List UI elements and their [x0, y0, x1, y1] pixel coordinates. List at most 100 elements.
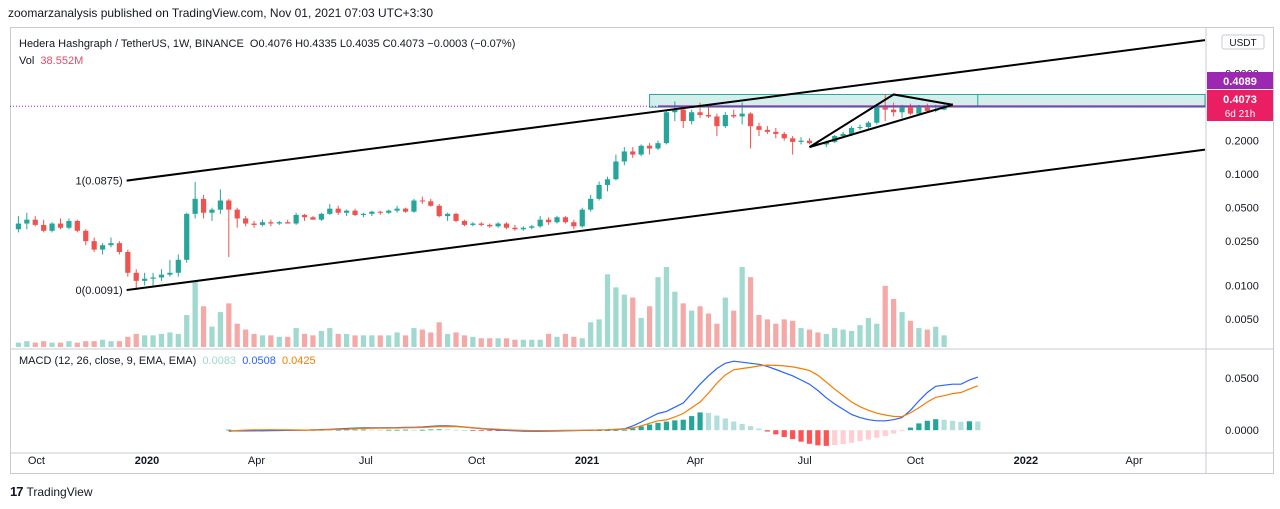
volume-bar — [83, 341, 89, 347]
volume-bar — [15, 342, 22, 347]
volume-bar — [756, 315, 762, 347]
candle-body — [503, 223, 510, 228]
macd-histogram-bar — [865, 430, 871, 440]
macd-hist-value: 0.0083 — [202, 355, 237, 367]
candle-body — [310, 217, 316, 220]
macd-legend[interactable]: MACD (12, 26, close, 9, EMA, EMA) 0.0083… — [19, 355, 316, 367]
price-tick-label: 0.0250 — [1225, 236, 1259, 248]
macd-histogram-bar — [857, 430, 863, 442]
macd-layer — [226, 360, 981, 446]
triangle-pattern — [808, 93, 953, 149]
candle-body — [478, 223, 484, 225]
macd-histogram-bar — [840, 430, 846, 444]
candle-body — [209, 209, 215, 213]
candle-body — [790, 138, 796, 142]
macd-histogram-bar — [402, 429, 409, 431]
volume-bar — [941, 335, 947, 347]
volume-bar — [276, 336, 282, 347]
macd-histogram-bar — [360, 429, 367, 431]
volume-bar — [108, 341, 114, 347]
volume-bar — [714, 323, 720, 347]
candle-body — [512, 227, 518, 230]
macd-histogram-bar — [621, 429, 627, 431]
candle-body — [377, 211, 383, 213]
level-price-text: 0.4089 — [1223, 76, 1257, 88]
volume-bar — [571, 336, 577, 347]
macd-histogram-bar — [226, 429, 232, 431]
volume-bar — [487, 338, 493, 347]
candle-body — [234, 209, 240, 219]
volume-bar — [150, 335, 156, 347]
price-tick-label: 0.0100 — [1225, 280, 1259, 292]
volume-bar — [301, 333, 308, 347]
volume-bar — [293, 328, 299, 347]
volume-bar — [899, 312, 905, 347]
volume-bar — [503, 338, 510, 347]
candle-body — [192, 198, 198, 214]
candle-body — [697, 112, 703, 116]
macd-histogram-bar — [663, 421, 670, 431]
candle-body — [293, 214, 299, 224]
candle-body — [142, 278, 148, 281]
time-tick-label: Oct — [28, 455, 45, 467]
candle-body — [175, 259, 181, 273]
candle-body — [125, 251, 131, 273]
macd-line — [228, 360, 978, 432]
candle-body — [520, 227, 526, 230]
volume-bar — [512, 339, 518, 347]
candle-body — [764, 129, 771, 132]
symbol-title: Hedera Hashgraph / TetherUS, 1W, BINANCE — [19, 38, 244, 50]
volume-bar — [630, 297, 636, 347]
macd-histogram-bar — [907, 427, 914, 431]
volume-bar — [604, 274, 611, 347]
series-legend[interactable]: Hedera Hashgraph / TetherUS, 1W, BINANCE… — [19, 36, 515, 70]
fib-level-label: 1(0.0875) — [76, 176, 123, 188]
volume-bar — [638, 317, 644, 347]
time-tick-label: 2021 — [575, 455, 599, 467]
candle-body — [243, 218, 249, 224]
volume-bar — [91, 341, 97, 347]
volume-bar — [781, 319, 787, 347]
macd-label: MACD (12, 26, close, 9, EMA, EMA) — [19, 355, 197, 367]
candle-body — [167, 272, 173, 275]
volume-bar — [352, 335, 358, 347]
volume-bar — [184, 315, 190, 347]
candle-body — [470, 223, 476, 225]
candle-body — [419, 200, 425, 202]
macd-histogram-bar — [495, 430, 501, 431]
chart-canvas[interactable]: 1(0.0875) 0(0.0091) 1.60000.80000.40000.2… — [10, 27, 1274, 474]
macd-histogram-bar — [916, 423, 922, 431]
candle-body — [588, 198, 594, 210]
candle-body — [32, 219, 38, 225]
volume-bar — [243, 329, 249, 347]
candle-body — [217, 200, 223, 210]
candle-body — [579, 209, 585, 227]
candle-body — [15, 223, 22, 230]
volume-bar — [722, 297, 728, 347]
macd-histogram-bar — [344, 429, 350, 431]
macd-histogram-bar — [461, 430, 468, 431]
candle-body — [621, 151, 627, 162]
candle-body — [83, 230, 89, 242]
volume-bar — [907, 320, 914, 347]
candle-body — [781, 133, 787, 139]
macd-histogram-bar — [428, 429, 434, 431]
volume-bar — [41, 341, 47, 347]
volume-bar — [428, 332, 434, 347]
macd-histogram-bar — [444, 429, 451, 431]
volume-bar — [891, 299, 897, 347]
volume-bar — [478, 338, 484, 347]
volume-bar — [537, 339, 543, 347]
volume-bar — [377, 335, 383, 347]
macd-histogram-bar — [731, 421, 737, 431]
candle-body — [705, 115, 712, 117]
publisher-header: zoomarzanalysis published on TradingView… — [8, 6, 434, 20]
volume-bar — [209, 326, 215, 347]
macd-histogram-bar — [335, 429, 341, 431]
candle-body — [613, 161, 619, 180]
volume-bar — [579, 338, 585, 347]
footer[interactable]: 17 TradingView — [10, 484, 93, 499]
macd-tick-label: 0.0000 — [1225, 425, 1259, 437]
macd-histogram-bar — [882, 430, 888, 436]
volume-bar — [461, 335, 468, 347]
